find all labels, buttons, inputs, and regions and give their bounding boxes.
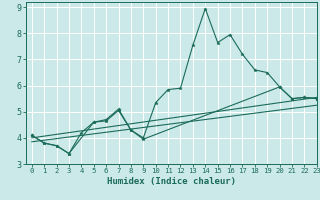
X-axis label: Humidex (Indice chaleur): Humidex (Indice chaleur) (107, 177, 236, 186)
